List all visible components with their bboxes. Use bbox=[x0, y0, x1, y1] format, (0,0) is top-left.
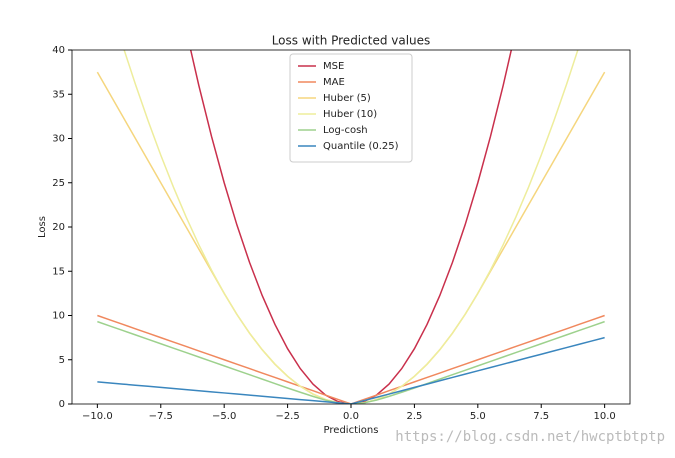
y-tick-label: 25 bbox=[52, 178, 65, 189]
x-tick-label: 2.5 bbox=[406, 411, 422, 422]
x-tick-label: −7.5 bbox=[149, 411, 173, 422]
y-tick-label: 20 bbox=[52, 222, 65, 233]
y-tick-label: 5 bbox=[59, 355, 65, 366]
plot-area bbox=[96, 50, 606, 404]
series-line bbox=[97, 320, 605, 404]
y-tick-label: 40 bbox=[52, 45, 65, 56]
legend-label: MAE bbox=[323, 77, 345, 88]
legend-label: MSE bbox=[323, 61, 344, 72]
y-tick-label: 10 bbox=[52, 311, 65, 322]
y-tick-label: 0 bbox=[59, 399, 65, 410]
y-tick-label: 35 bbox=[52, 89, 65, 100]
legend-label: Huber (5) bbox=[323, 93, 371, 104]
x-tick-label: −2.5 bbox=[275, 411, 299, 422]
series-line bbox=[97, 314, 605, 404]
y-tick-label: 15 bbox=[52, 266, 65, 277]
legend-label: Huber (10) bbox=[323, 109, 377, 120]
series-line bbox=[123, 50, 579, 404]
legend-box bbox=[289, 53, 413, 163]
x-tick-label: −5.0 bbox=[212, 411, 236, 422]
legend-label: Quantile (0.25) bbox=[323, 141, 399, 152]
x-tick-label: 0.0 bbox=[343, 411, 359, 422]
y-tick-label: 30 bbox=[52, 134, 65, 145]
legend-label: Log-cosh bbox=[323, 125, 368, 136]
series-line bbox=[97, 336, 605, 404]
y-axis-label: Loss bbox=[37, 216, 48, 238]
x-tick-label: −10.0 bbox=[82, 411, 113, 422]
x-tick-label: 5.0 bbox=[470, 411, 486, 422]
x-tick-label: 7.5 bbox=[533, 411, 549, 422]
x-tick-label: 10.0 bbox=[594, 411, 616, 422]
chart-title: Loss with Predicted values bbox=[272, 34, 431, 48]
watermark: https://blog.csdn.net/hwcptbtptp bbox=[395, 429, 665, 445]
series-line bbox=[96, 71, 606, 404]
x-axis-label: Predictions bbox=[324, 425, 379, 436]
